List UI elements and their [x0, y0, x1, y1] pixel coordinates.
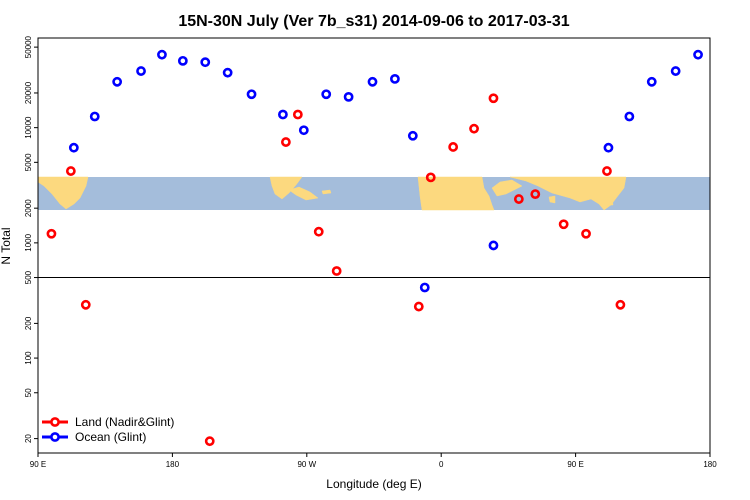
x-tick-label: 90 E [30, 460, 46, 469]
x-tick-label: 90 E [567, 460, 583, 469]
y-tick-label: 200 [24, 316, 33, 330]
y-tick-label: 10000 [24, 116, 33, 139]
ocean-point [246, 89, 257, 100]
land-point [469, 123, 479, 134]
land-point [558, 219, 569, 230]
ocean-point [177, 55, 188, 66]
ocean-point [367, 76, 378, 87]
land-point [448, 142, 459, 152]
ocean-point [112, 76, 123, 87]
land-point [602, 166, 612, 176]
x-axis-label: Longitude (deg E) [326, 477, 421, 491]
legend-ocean-marker [50, 432, 60, 442]
land-point [204, 436, 215, 447]
ocean-point [670, 66, 681, 76]
map-land [64, 193, 73, 203]
land-point [615, 299, 626, 310]
y-tick-label: 20000 [24, 81, 33, 104]
land-point [46, 228, 57, 239]
ocean-point [603, 142, 614, 153]
map-land [417, 176, 495, 211]
x-tick-label: 180 [166, 460, 180, 469]
land-point [331, 266, 342, 276]
map-land [321, 189, 332, 195]
legend-land-label: Land (Nadir&Glint) [75, 415, 174, 429]
legend-land-marker [50, 417, 60, 427]
x-tick-label: 180 [703, 460, 717, 469]
map-land [269, 176, 303, 200]
map-land [288, 186, 319, 201]
ocean-point [646, 76, 657, 87]
ocean-point [298, 125, 309, 136]
land-point [292, 109, 303, 120]
ocean-point [157, 49, 167, 60]
y-axis-label: N Total [0, 227, 13, 264]
ocean-point [693, 49, 703, 60]
legend-ocean-label: Ocean (Glint) [75, 430, 146, 444]
map-land [491, 179, 523, 197]
land-point [413, 301, 424, 312]
land-point [488, 93, 499, 104]
y-tick-label: 50 [24, 388, 33, 397]
land-point [313, 226, 324, 237]
ocean-point [624, 111, 635, 122]
y-tick-label: 1000 [24, 233, 33, 251]
map-land [37, 176, 89, 210]
y-tick-label: 20 [24, 434, 33, 443]
ocean-point [343, 91, 354, 102]
y-tick-label: 500 [24, 270, 33, 284]
ocean-point [68, 142, 79, 153]
y-tick-label: 2000 [24, 199, 33, 217]
ocean-point [222, 67, 233, 78]
x-axis-ticks: 90 E 180 90 W 0 90 E 180 [30, 453, 717, 469]
x-tick-label: 90 W [297, 460, 316, 469]
plot-frame [37, 37, 711, 454]
data-points [46, 49, 703, 447]
ocean-point [407, 130, 418, 141]
ocean-point [136, 66, 146, 76]
ocean-point [200, 57, 211, 68]
land-point [513, 194, 524, 204]
ocean-point [488, 240, 499, 251]
ocean-point [419, 282, 430, 293]
legend: Land (Nadir&Glint)Ocean (Glint) [42, 415, 174, 444]
land-point [581, 228, 591, 239]
ocean-point [278, 109, 288, 120]
world-map-band [37, 176, 710, 211]
y-axis-ticks: 20 50 100 200 500 1000 2000 5000 10000 20000 50000 [24, 35, 38, 443]
land-point [280, 137, 291, 147]
y-tick-label: 100 [24, 351, 33, 365]
y-tick-label: 5000 [24, 153, 33, 171]
map-land [509, 176, 627, 211]
ocean-point [390, 73, 400, 84]
chart-title: 15N-30N July (Ver 7b_s31) 2014-09-06 to … [178, 13, 569, 30]
land-point [80, 299, 91, 310]
ocean-point [89, 111, 100, 122]
land-point [65, 166, 76, 176]
map-land [604, 195, 614, 206]
ocean-point [321, 89, 332, 100]
land-point [425, 172, 436, 183]
map-land [548, 195, 556, 204]
y-tick-label: 50000 [24, 35, 33, 58]
x-tick-label: 0 [439, 460, 444, 469]
land-point [530, 189, 541, 200]
